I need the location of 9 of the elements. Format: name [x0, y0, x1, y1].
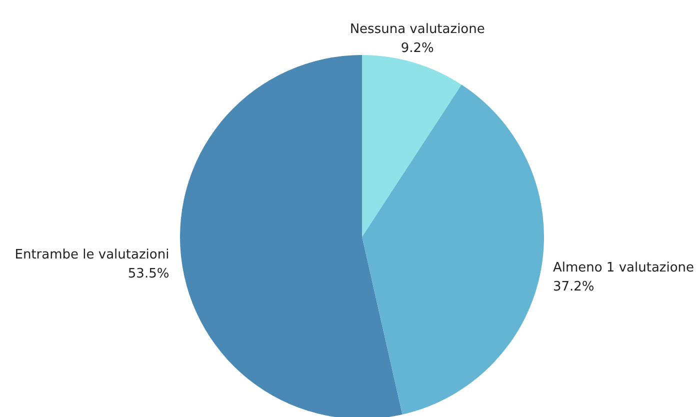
slice-label: Nessuna valutazione: [350, 22, 485, 38]
slice-label: Almeno 1 valutazione: [552, 260, 694, 276]
data-label: 37.2%: [552, 279, 594, 294]
data-label: 53.5%: [128, 266, 170, 282]
pie-slice: [180, 55, 402, 417]
data-label: 9.2%: [400, 41, 434, 56]
pie-slice: [362, 55, 462, 237]
slice-label: Entrambe le valutazioni: [14, 248, 170, 263]
pie-slice: [362, 84, 544, 414]
